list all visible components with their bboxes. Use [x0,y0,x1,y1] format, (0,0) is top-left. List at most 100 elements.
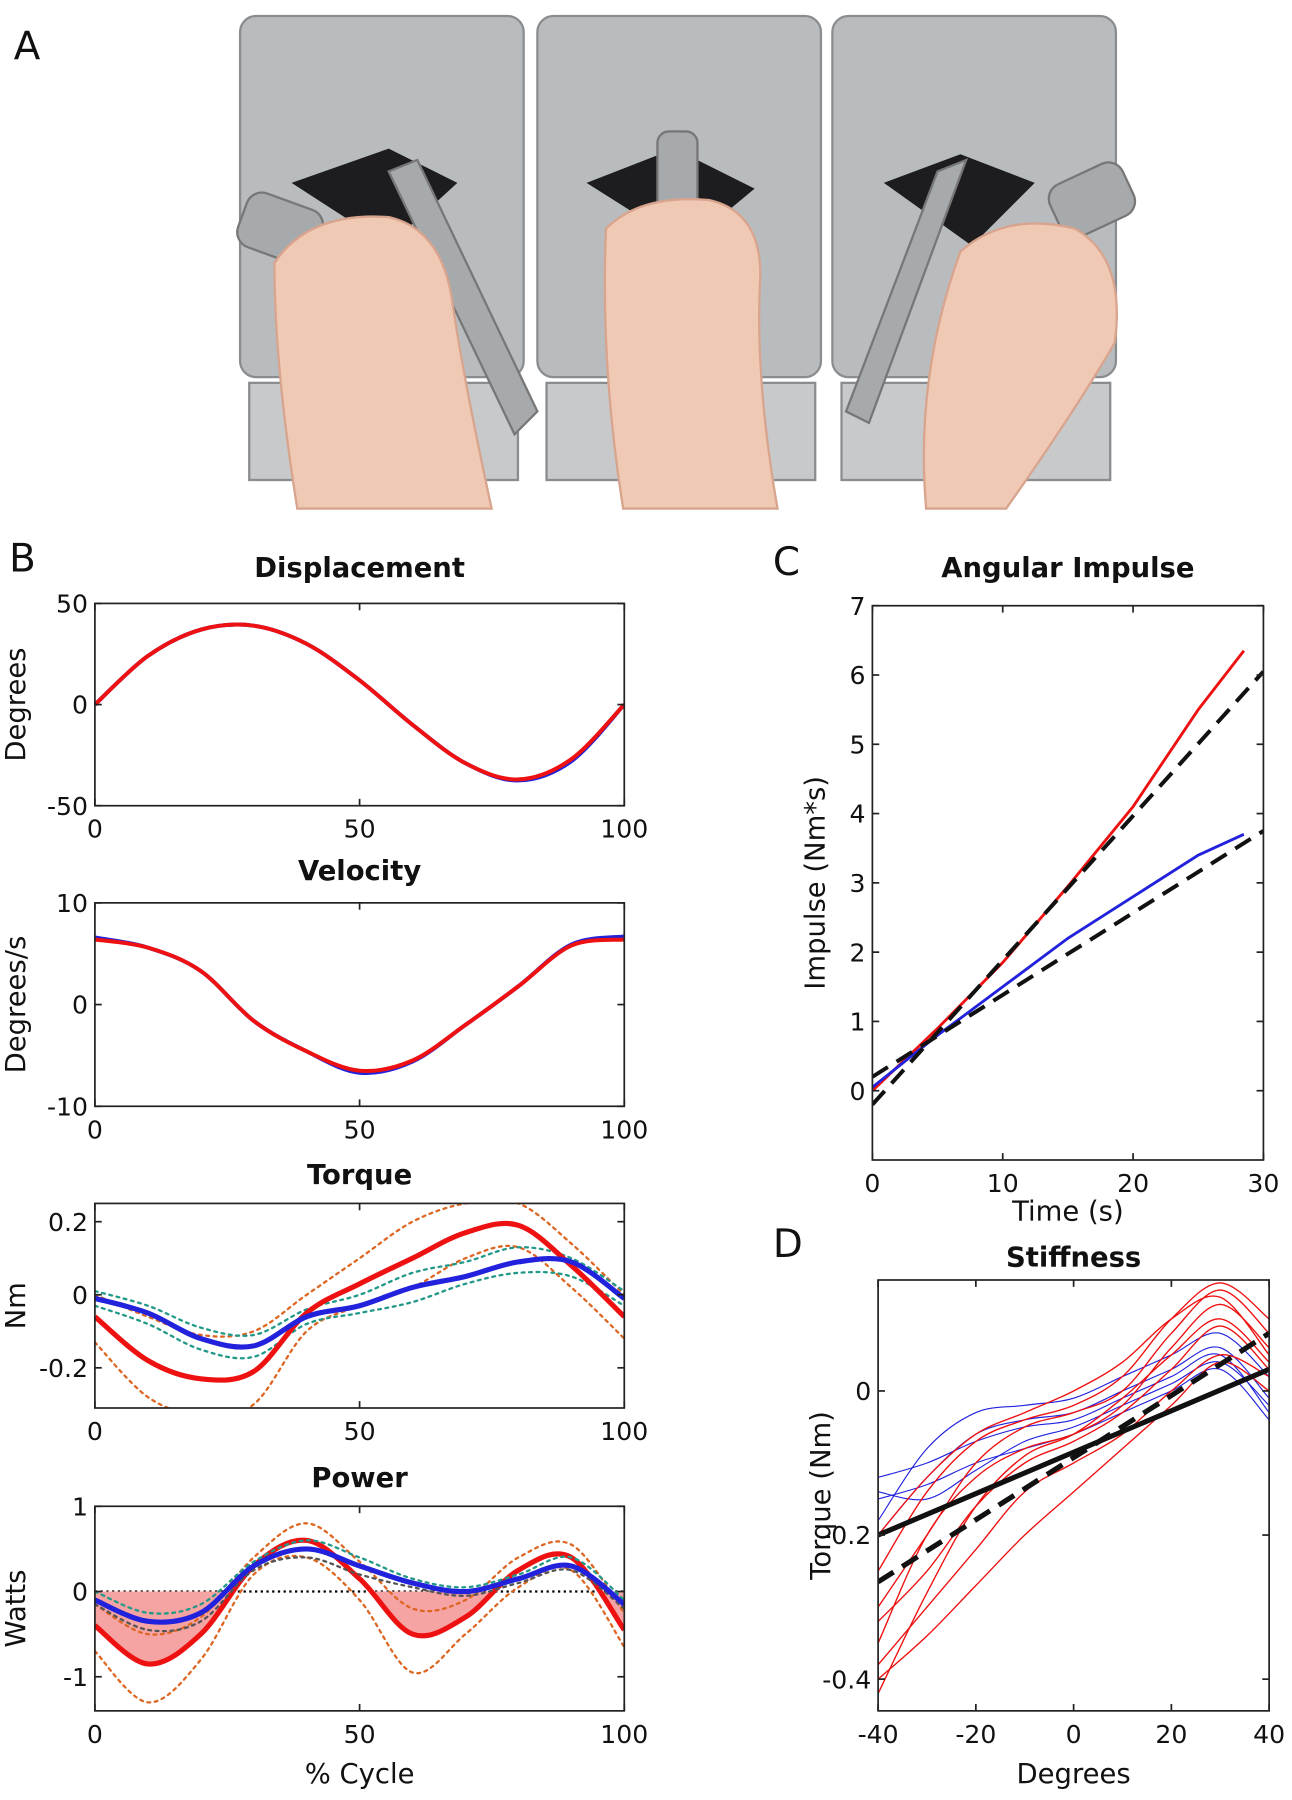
series-line [94,1556,625,1633]
y-axis-label: Degrees [1,648,32,762]
series-line [878,1289,1270,1608]
series-line [94,1537,625,1667]
chart-title: Torque [307,1160,412,1191]
x-tick-label: 0 [1066,1720,1082,1749]
x-tick-label: 0 [87,1417,103,1446]
y-tick-label: 10 [56,889,88,918]
plot-area [94,1203,625,1408]
x-tick-label: 100 [600,1720,648,1749]
y-tick-label: -1 [63,1663,88,1692]
plot-area [94,934,625,1076]
y-tick-label: 7 [850,592,866,621]
series-line [94,1220,625,1383]
series-line [878,1353,1270,1478]
y-tick-label: 4 [850,800,866,829]
panel-label: D [773,1222,803,1267]
series-line [878,1295,1270,1536]
series-line [872,670,1264,1106]
x-tick-label: 0 [87,1115,103,1144]
negative-area [94,1591,625,1664]
y-tick-label: 50 [56,590,88,619]
x-tick-label: 100 [600,1115,648,1144]
series-line [94,1255,625,1350]
series-line [94,937,625,1073]
y-axis-label: Impulse (Nm*s) [800,776,831,990]
y-tick-label: -10 [47,1092,88,1121]
x-tick-label: 100 [600,815,648,844]
series-line [878,1361,1270,1501]
y-tick-label: 0 [72,1281,88,1310]
series-line [878,1331,1270,1585]
y-tick-label: 0 [72,991,88,1020]
chart-title: Angular Impulse [941,553,1194,584]
y-tick-label: 0 [850,1077,866,1106]
series-line [878,1354,1270,1666]
photo [236,0,1137,510]
x-axis-label: % Cycle [305,1759,415,1790]
plot-area [94,622,625,783]
x-axis-label: Degrees [1017,1759,1131,1790]
x-tick-label: 10 [987,1169,1019,1198]
y-axis-label: Watts [1,1570,32,1648]
x-tick-label: 40 [1253,1720,1285,1749]
series-line [94,1270,625,1360]
x-tick-label: 0 [87,1720,103,1749]
y-tick-label: 2 [850,938,866,967]
series-line [94,1539,625,1615]
y-axis-label: Nm [1,1282,32,1329]
chart-title: Displacement [254,553,465,584]
y-tick-label: -0.4 [822,1665,871,1694]
series-line [94,1522,625,1636]
series-line [94,1246,625,1337]
y-tick-label: 0 [855,1377,871,1406]
y-tick-label: 5 [850,730,866,759]
series-line [94,1546,625,1625]
y-axis-label: Degrees/s [1,936,32,1074]
series-line [878,1332,1270,1521]
x-tick-label: 50 [344,815,376,844]
x-axis-label: Time (s) [1011,1197,1124,1228]
chart-title: Power [311,1463,408,1494]
x-tick-label: -40 [858,1720,899,1749]
x-tick-label: 50 [344,1115,376,1144]
x-tick-label: 0 [87,815,103,844]
y-axis-label: Torque (Nm) [806,1411,837,1581]
x-tick-label: 50 [344,1417,376,1446]
y-tick-label: 0 [72,691,88,720]
panel-label: A [14,24,41,69]
x-tick-label: 100 [600,1417,648,1446]
panel-label: C [773,540,800,585]
plot-background [94,902,625,1107]
y-tick-label: -0.2 [39,1354,88,1383]
plot-area [872,649,1264,1106]
chart-title: Velocity [298,856,421,887]
x-tick-label: -20 [955,1720,996,1749]
series-line [872,829,1264,1079]
series-line [94,622,625,782]
y-tick-label: 0 [72,1578,88,1607]
y-tick-label: 1 [850,1008,866,1037]
x-tick-label: 0 [864,1169,880,1198]
y-tick-label: -0.2 [822,1521,871,1550]
chart-title: Stiffness [1006,1242,1141,1273]
panel-label: B [9,536,36,581]
plot-background [878,1280,1270,1711]
y-tick-label: 3 [850,869,866,898]
series-line [94,1554,625,1704]
plot-background [872,605,1264,1160]
series-line [878,1282,1270,1572]
x-tick-label: 20 [1117,1169,1149,1198]
x-tick-label: 50 [344,1720,376,1749]
series-line [878,1366,1270,1538]
y-tick-label: 1 [72,1492,88,1521]
series-line [878,1325,1270,1622]
plot-area [94,1522,625,1704]
y-tick-label: 0.2 [48,1208,88,1237]
x-tick-label: 20 [1155,1720,1187,1749]
y-tick-label: -50 [47,792,88,821]
x-tick-label: 30 [1247,1169,1279,1198]
y-tick-label: 6 [850,661,866,690]
plot-area [878,1282,1270,1694]
